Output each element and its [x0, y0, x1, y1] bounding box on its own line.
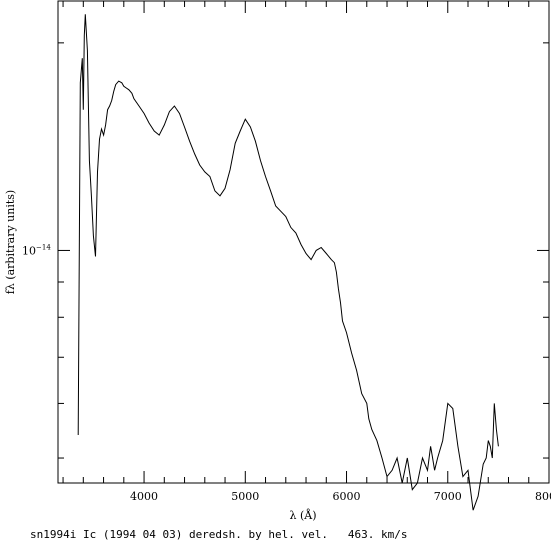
plot-frame [57, 0, 550, 484]
axis-ticks [58, 1, 550, 483]
x-tick-labels: 4000 5000 6000 7000 8000 [130, 490, 551, 503]
y-axis-label: fλ (arbitrary units) [4, 190, 17, 294]
x-tick-label: 7000 [434, 490, 462, 503]
x-axis-label: λ (Å) [290, 508, 317, 522]
plot-caption: sn1994i Ic (1994 04 03) deredsh. by hel.… [30, 528, 408, 541]
x-tick-label: 6000 [333, 490, 361, 503]
spectrum-line [77, 14, 499, 511]
y-tick-labels: 10−14 [22, 243, 51, 257]
x-tick-label: 4000 [130, 490, 158, 503]
x-tick-label: 5000 [231, 490, 259, 503]
x-tick-label: 8000 [535, 490, 551, 503]
y-tick-label: 10−14 [22, 243, 51, 257]
